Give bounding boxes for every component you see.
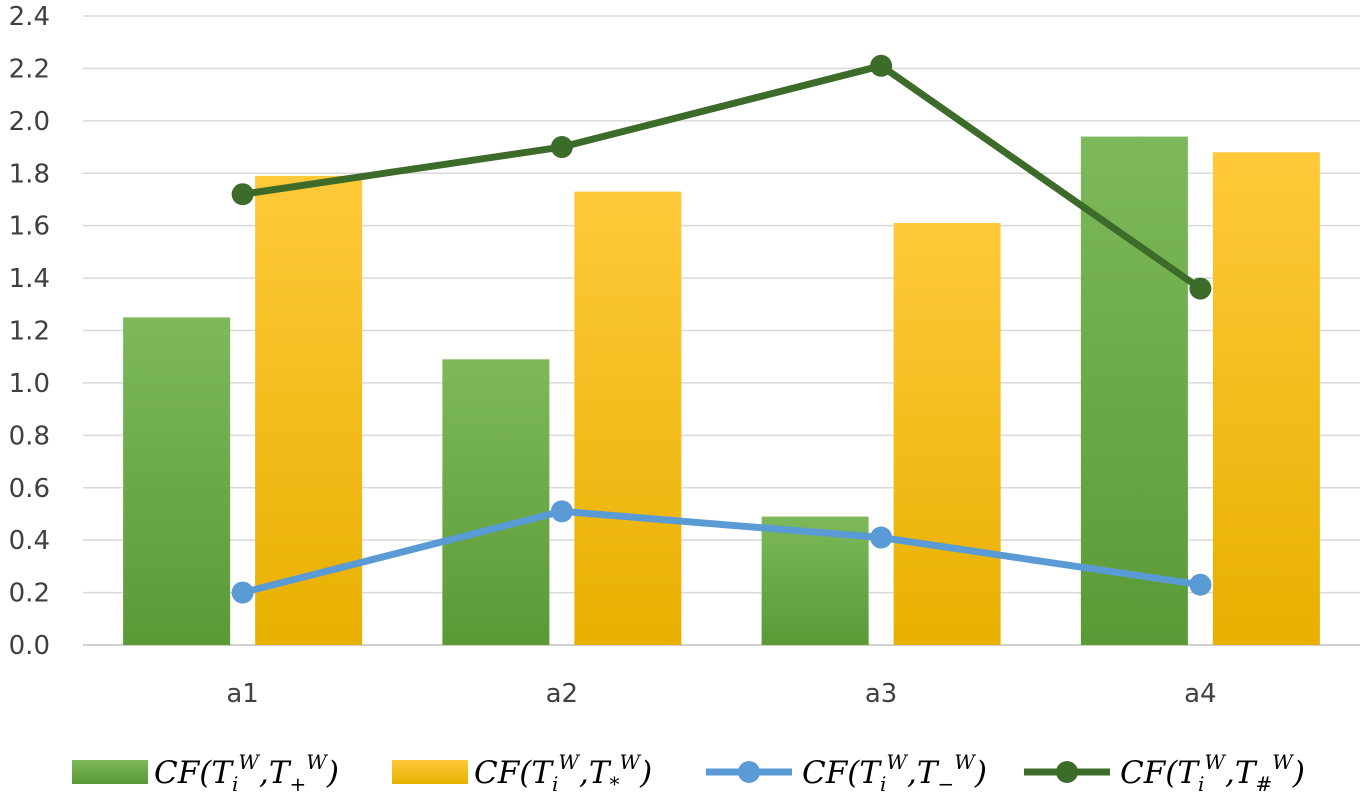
legend-swatch-2 [392,760,468,784]
point-a1-line-1 [231,581,254,604]
point-a2-line-1 [550,500,573,523]
point-a4-line-2 [1189,277,1212,300]
line-series-1 [241,507,1201,596]
x-axis: a1 a2 a3 a4 [226,679,1216,709]
x-tick-label: a1 [226,679,258,709]
x-tick-label: a3 [865,679,897,709]
y-tick-label: 1.0 [9,369,50,399]
y-axis: 0.0 0.2 0.4 0.6 0.8 1.0 1.2 1.4 1.6 1.8 2.0 2.2 2.4 [9,2,50,661]
legend-marker-4 [1056,761,1078,783]
point-a2-line-2 [550,136,573,159]
legend-label-2: CF(TiW,T*W) [474,750,652,796]
lines [231,54,1212,604]
bar-a2-series-2 [574,191,682,646]
legend-swatch-1 [72,760,148,784]
point-a3-line-1 [870,526,893,549]
bar-a3-series-2 [893,223,1001,645]
y-tick-label: 2.4 [9,2,50,32]
point-a3-line-2 [870,54,893,77]
line-series-2 [242,62,1203,292]
y-tick-label: 2.2 [9,54,50,84]
legend: CF(TiW,T+W) CF(TiW,T*W) CF(TiW,T−W) CF(TiW,… [72,750,1305,796]
legend-label-1: CF(TiW,T+W) [154,750,339,796]
x-tick-label: a2 [546,679,578,709]
y-tick-label: 0.2 [9,579,50,609]
legend-label-3: CF(TiW,T−W) [802,750,987,796]
y-tick-label: 0.8 [9,421,50,451]
y-tick-label: 0.4 [9,526,50,556]
legend-label-4: CF(TiW,T#W) [1120,750,1305,796]
legend-marker-3 [738,761,760,783]
y-tick-label: 1.8 [9,159,50,189]
y-tick-label: 1.6 [9,212,50,242]
bar-a2-series-1 [442,359,550,645]
x-tick-label: a4 [1184,679,1216,709]
y-tick-label: 2.0 [9,107,50,137]
bar-a1-series-1 [123,317,231,645]
bar-a4-series-2 [1212,152,1320,646]
bars [123,136,1320,646]
point-a4-line-1 [1189,573,1212,596]
y-tick-label: 1.2 [9,317,50,347]
y-tick-label: 0.0 [9,631,50,661]
y-tick-label: 0.6 [9,474,50,504]
y-tick-label: 1.4 [9,264,50,294]
point-a1-line-2 [231,183,254,206]
